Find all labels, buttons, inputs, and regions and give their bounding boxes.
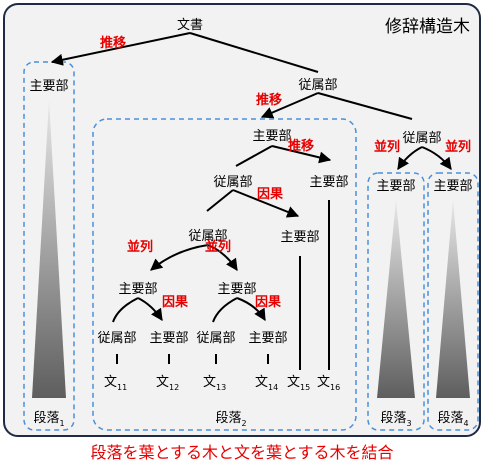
paragraph-2-box (92, 118, 357, 431)
node-sub-3: 従属部 (188, 229, 227, 244)
paragraph-3-box (367, 172, 425, 431)
relation-label-sub2: 因果 (257, 187, 283, 202)
edge-m4-main (137, 297, 163, 321)
paragraph-3-triangle (377, 200, 415, 398)
edge-s3-left (150, 244, 209, 271)
node-p3-main: 主要部 (376, 179, 415, 194)
paragraph-3-label: 段落3 (380, 411, 411, 428)
paragraph-4-triangle (436, 200, 470, 398)
edge-par-left (397, 146, 423, 170)
node-main-4: 主要部 (118, 282, 157, 297)
leaf-sentence-11: 文11 (104, 375, 127, 392)
leaf-sentence-15: 文15 (287, 375, 310, 392)
edge-m2-sub (235, 145, 273, 167)
tree-edges (50, 32, 452, 370)
node-sub-1: 従属部 (298, 78, 337, 93)
node-p4-main: 主要部 (433, 179, 472, 194)
paragraph-4-box (427, 172, 479, 431)
edge-s2-sub (206, 189, 234, 212)
leaf-sentence-12: 文12 (156, 375, 179, 392)
relation-label-main2: 推移 (288, 138, 314, 154)
node-sub-par: 従属部 (402, 131, 441, 146)
leaf-sentence-16: 文16 (317, 375, 340, 392)
relation-label-sub1: 推移 (256, 92, 282, 108)
node-main-s16: 主要部 (309, 175, 348, 190)
edge-par-right (421, 146, 452, 170)
relation-label-par-left: 並列 (374, 139, 400, 155)
paragraph-4-label: 段落4 (437, 411, 468, 428)
node-sub-s13: 従属部 (196, 331, 235, 346)
leaf-sentence-13: 文13 (203, 375, 226, 392)
node-main-s12: 主要部 (149, 331, 188, 346)
edge-m5-sub (212, 297, 238, 323)
edge-s2-main (232, 189, 300, 218)
node-sub-s11: 従属部 (97, 331, 136, 346)
leaf-sentence-14: 文14 (255, 375, 278, 392)
relation-label-sub3-right: 並列 (205, 239, 231, 255)
paragraph-1-box (23, 61, 75, 431)
node-main-s15: 主要部 (280, 230, 319, 245)
paragraph-1-triangle (32, 100, 66, 398)
edge-root-main (50, 32, 191, 66)
relation-label-root: 推移 (100, 35, 126, 51)
edge-m4-sub (112, 297, 139, 323)
edge-m5-main (236, 297, 266, 322)
caption: 段落を葉とする木と文を葉とする木を結合 (90, 443, 393, 462)
outer-panel (3, 3, 481, 437)
relation-label-sub3-left: 並列 (127, 239, 153, 255)
edge-sub1-sub (317, 92, 413, 120)
relation-label-main5: 因果 (255, 295, 281, 310)
relation-label-main4: 因果 (162, 295, 188, 310)
edge-s3-right (207, 244, 238, 271)
node-main-2: 主要部 (252, 129, 291, 144)
edge-m2-main (271, 145, 332, 164)
edge-sub1-main (260, 92, 319, 119)
diagram-title: 修辞構造木 (385, 17, 470, 37)
node-sub-2: 従属部 (213, 175, 252, 190)
paragraph-2-label: 段落2 (215, 411, 246, 428)
relation-label-par-right: 並列 (445, 139, 471, 155)
node-main-s14: 主要部 (248, 331, 287, 346)
root-node: 文書 (177, 18, 203, 33)
node-main-5: 主要部 (217, 282, 256, 297)
paragraph-1-label: 段落1 (33, 411, 64, 428)
node-p1-main: 主要部 (29, 79, 68, 94)
edge-root-sub (189, 32, 319, 73)
